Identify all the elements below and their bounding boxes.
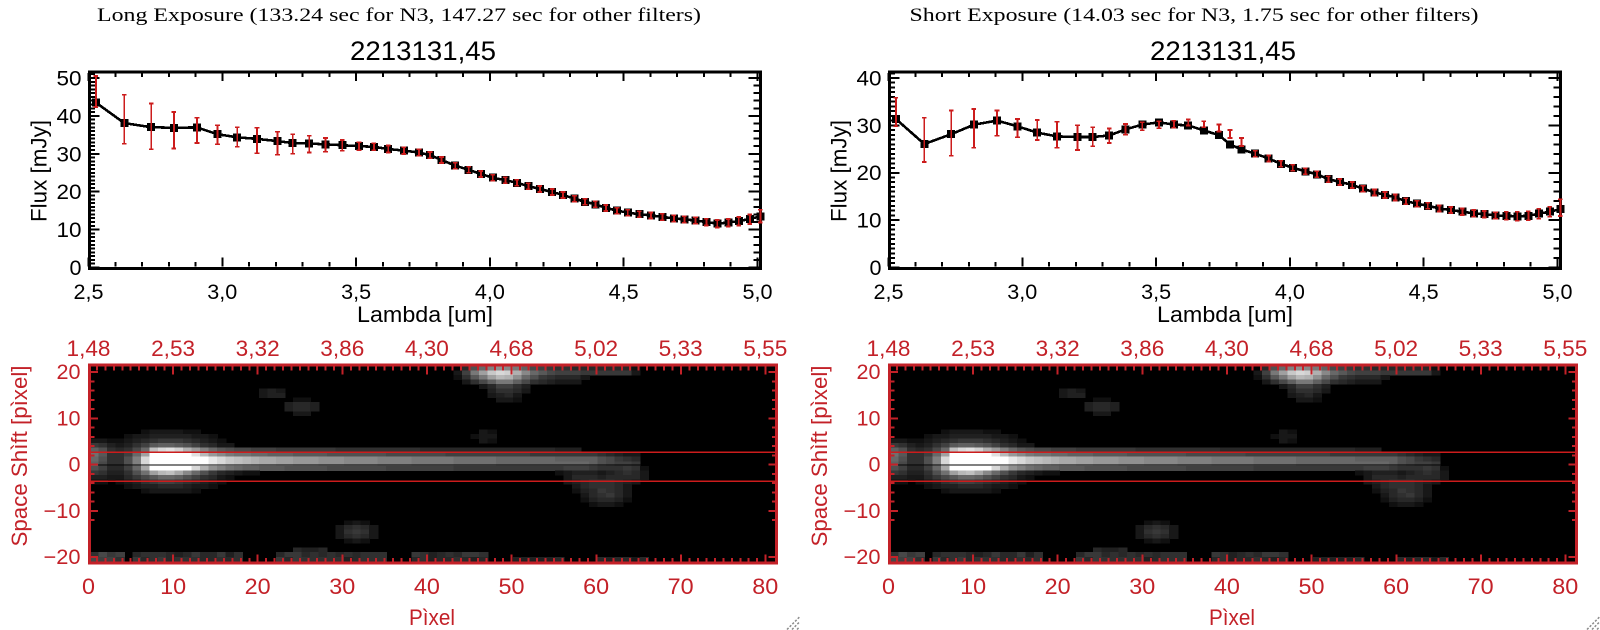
svg-text:Short Exposure (14.03 sec for: Short Exposure (14.03 sec for N3, 1.75 s… [910, 6, 1479, 26]
svg-text:5,0: 5,0 [1543, 281, 1573, 304]
svg-text:2213131,45: 2213131,45 [350, 36, 496, 66]
svg-text:3,5: 3,5 [1141, 281, 1171, 304]
svg-text:Lambda [um]: Lambda [um] [357, 302, 493, 327]
svg-text:Long Exposure (133.24 sec for: Long Exposure (133.24 sec for N3, 147.27… [97, 6, 701, 26]
svg-text:5,0: 5,0 [743, 281, 773, 304]
svg-text:4,0: 4,0 [475, 281, 505, 304]
svg-text:40: 40 [857, 67, 882, 91]
svg-text:30: 30 [857, 114, 882, 138]
svg-text:0: 0 [870, 256, 882, 280]
svg-text:0: 0 [70, 256, 82, 280]
svg-text:30: 30 [57, 142, 82, 166]
svg-text:40: 40 [57, 104, 82, 128]
svg-text:10: 10 [57, 218, 82, 242]
svg-text:10: 10 [857, 209, 882, 233]
svg-text:Lambda [um]: Lambda [um] [1157, 302, 1293, 327]
svg-text:Flux [mJy]: Flux [mJy] [27, 120, 52, 222]
svg-text:3,0: 3,0 [1007, 281, 1037, 304]
svg-text:4,5: 4,5 [609, 281, 639, 304]
svg-text:4,0: 4,0 [1275, 281, 1305, 304]
svg-text:2213131,45: 2213131,45 [1150, 36, 1296, 66]
svg-text:20: 20 [57, 180, 82, 204]
svg-text:2,5: 2,5 [874, 281, 904, 304]
svg-text:3,5: 3,5 [341, 281, 371, 304]
svg-text:4,5: 4,5 [1409, 281, 1439, 304]
svg-text:Flux [mJy]: Flux [mJy] [827, 120, 852, 222]
svg-text:3,0: 3,0 [207, 281, 237, 304]
svg-text:50: 50 [57, 67, 82, 91]
svg-text:2,5: 2,5 [74, 281, 104, 304]
svg-text:20: 20 [857, 161, 882, 185]
